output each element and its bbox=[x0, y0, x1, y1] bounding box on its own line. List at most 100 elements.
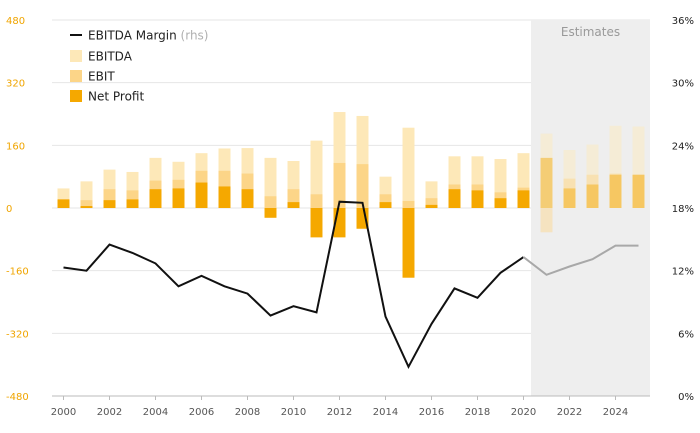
bar-net-profit bbox=[103, 200, 116, 208]
y-tick-left: -160 bbox=[6, 267, 29, 278]
x-tick-label: 2022 bbox=[557, 407, 582, 418]
y-tick-left: 0 bbox=[6, 204, 12, 215]
bar-net-profit bbox=[517, 190, 530, 208]
x-tick-label: 2024 bbox=[603, 407, 628, 418]
bar-ebitda bbox=[563, 150, 576, 208]
bar-series bbox=[57, 112, 645, 278]
bar-ebit bbox=[586, 174, 599, 208]
bar-net-profit bbox=[379, 202, 392, 208]
legend-swatch-net-profit bbox=[70, 90, 82, 102]
bar-ebitda bbox=[632, 126, 645, 208]
estimates-label: Estimates bbox=[561, 25, 620, 39]
bar-ebit bbox=[402, 200, 415, 208]
estimates-shade bbox=[531, 20, 650, 396]
legend-swatch-ebitda bbox=[70, 50, 82, 62]
bar-net-profit bbox=[471, 190, 484, 208]
bar-net-profit bbox=[218, 186, 231, 208]
bar-ebit bbox=[563, 178, 576, 208]
bar-net-profit bbox=[149, 189, 162, 208]
bar-ebitda bbox=[103, 169, 116, 208]
bar-ebitda bbox=[448, 156, 461, 208]
y-tick-right: 36% bbox=[672, 16, 694, 27]
legend-label-net-profit: Net Profit bbox=[88, 90, 144, 104]
bar-ebit bbox=[609, 173, 622, 208]
bar-ebitda bbox=[609, 125, 622, 208]
bar-net-profit bbox=[632, 174, 645, 208]
bar-net-profit bbox=[57, 199, 70, 208]
x-tick-label: 2008 bbox=[235, 407, 260, 418]
bar-ebitda bbox=[402, 127, 415, 208]
bar-ebit bbox=[126, 190, 139, 208]
bar-ebit bbox=[333, 162, 346, 208]
x-tick-label: 2014 bbox=[373, 407, 398, 418]
bar-ebitda bbox=[540, 133, 553, 208]
bar-net-profit bbox=[494, 198, 507, 208]
bar-ebitda bbox=[80, 181, 93, 208]
bar-net-profit bbox=[586, 184, 599, 208]
y-tick-left: -480 bbox=[6, 392, 29, 403]
bar-net-profit bbox=[126, 199, 139, 208]
bar-ebitda bbox=[425, 181, 438, 208]
bar-net-profit bbox=[287, 202, 300, 208]
bar-ebitda bbox=[356, 115, 369, 208]
estimates-region: Estimates bbox=[531, 20, 650, 396]
bar-net-profit bbox=[402, 208, 415, 278]
bar-net-profit bbox=[609, 174, 622, 208]
bar-ebit bbox=[287, 189, 300, 208]
bar-ebitda bbox=[379, 176, 392, 208]
bar-ebit bbox=[264, 196, 277, 208]
y-tick-left: 160 bbox=[6, 141, 25, 152]
bar-net-profit bbox=[333, 208, 346, 238]
bar-net-profit bbox=[195, 182, 208, 208]
bar-net-profit bbox=[310, 208, 323, 238]
y-tick-left: -320 bbox=[6, 329, 29, 340]
bar-ebit bbox=[103, 189, 116, 208]
y-tick-right: 30% bbox=[672, 79, 694, 90]
bar-ebitda bbox=[287, 161, 300, 208]
x-tick-label: 2012 bbox=[327, 407, 352, 418]
x-tick-label: 2002 bbox=[97, 407, 122, 418]
x-tick-label: 2018 bbox=[465, 407, 490, 418]
bar-net-profit bbox=[172, 188, 185, 208]
bar-net-profit bbox=[241, 189, 254, 208]
x-tick-label: 2000 bbox=[51, 407, 76, 418]
bar-ebitda bbox=[57, 188, 70, 208]
legend-swatch-ebit bbox=[70, 70, 82, 82]
bar-net-profit bbox=[540, 157, 553, 208]
legend-label-margin: EBITDA Margin (rhs) bbox=[88, 29, 209, 43]
bar-net-profit bbox=[264, 208, 277, 218]
bar-ebit bbox=[632, 174, 645, 208]
x-tick-label: 2004 bbox=[143, 407, 168, 418]
y-tick-right: 18% bbox=[672, 204, 694, 215]
bar-ebit bbox=[310, 194, 323, 208]
bar-ebit bbox=[356, 164, 369, 208]
legend-label-ebitda: EBITDA bbox=[88, 50, 133, 64]
bar-ebit bbox=[540, 208, 553, 233]
bar-ebit bbox=[425, 198, 438, 208]
bar-net-profit bbox=[80, 206, 93, 208]
x-tick-label: 2016 bbox=[419, 407, 444, 418]
bar-ebitda bbox=[126, 171, 139, 208]
legend: EBITDA Margin (rhs) EBITDA EBIT Net Profit bbox=[70, 29, 209, 104]
bar-ebit bbox=[80, 200, 93, 208]
x-tick-label: 2006 bbox=[189, 407, 214, 418]
x-tick-label: 2020 bbox=[511, 407, 536, 418]
margin-line-actual bbox=[63, 200, 525, 370]
legend-label-margin-name: EBITDA Margin bbox=[88, 29, 181, 43]
margin-line bbox=[63, 200, 639, 370]
bar-ebitda bbox=[333, 112, 346, 208]
margin-line-estimate bbox=[522, 244, 639, 276]
bar-ebitda bbox=[494, 159, 507, 208]
x-tick-label: 2010 bbox=[281, 407, 306, 418]
y-tick-right: 0% bbox=[678, 392, 694, 403]
bar-net-profit bbox=[356, 208, 369, 229]
legend-label-ebit: EBIT bbox=[88, 70, 115, 84]
bar-net-profit bbox=[448, 189, 461, 208]
bar-ebitda bbox=[471, 156, 484, 208]
axes: 480 320 160 0 -160 -320 -480 36% 30% 24% 18% 12% 6% 0… bbox=[6, 16, 694, 418]
y-tick-left: 480 bbox=[6, 16, 25, 27]
bar-net-profit bbox=[563, 188, 576, 208]
y-tick-right: 6% bbox=[678, 329, 694, 340]
y-tick-right: 24% bbox=[672, 141, 694, 152]
